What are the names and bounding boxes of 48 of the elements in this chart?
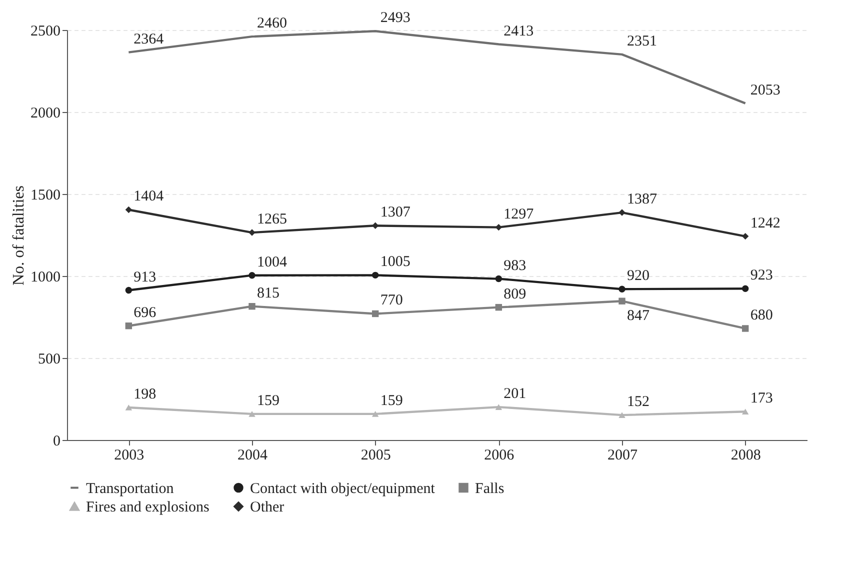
data-label: 920 (627, 268, 650, 284)
data-label: 1404 (134, 188, 164, 205)
legend-label: Fires and explosions (86, 500, 210, 516)
data-label: 696 (134, 304, 157, 321)
x-tick-label: 2006 (484, 448, 515, 464)
data-label: 770 (380, 292, 403, 309)
data-label: 913 (134, 269, 156, 286)
x-tick-label: 2008 (730, 448, 761, 464)
y-axis-title: No. of fatalities (10, 186, 28, 286)
data-label: 1307 (380, 204, 411, 221)
data-label: 680 (750, 307, 773, 324)
data-label: 173 (750, 390, 773, 407)
y-tick-label: 0 (53, 434, 60, 450)
data-label: 201 (504, 386, 526, 402)
x-tick-label: 2004 (238, 448, 268, 464)
legend-label: Contact with object/equipment (250, 480, 436, 497)
y-tick-label: 500 (38, 352, 60, 368)
data-label: 2053 (750, 82, 780, 98)
data-label: 847 (627, 308, 650, 324)
data-label: 159 (257, 392, 280, 409)
data-label: 152 (627, 394, 650, 410)
data-label: 159 (380, 392, 403, 409)
x-tick-label: 2007 (608, 448, 638, 464)
data-label: 1387 (627, 192, 658, 208)
data-label: 2351 (627, 33, 657, 50)
data-label: 923 (750, 268, 773, 284)
data-label: 1005 (380, 254, 410, 270)
data-label: 198 (134, 386, 156, 403)
data-label: 1242 (750, 215, 780, 232)
x-tick-label: 2005 (360, 448, 391, 464)
data-label: 1004 (257, 254, 288, 270)
data-label: 809 (504, 286, 526, 302)
x-tick-label: 2003 (114, 448, 144, 464)
legend-label: Other (250, 500, 284, 516)
legend-label: Transportation (86, 480, 174, 497)
y-tick-label: 2000 (30, 106, 60, 122)
data-label: 2460 (257, 16, 287, 32)
y-tick-label: 2500 (30, 24, 60, 40)
data-label: 2493 (380, 10, 410, 26)
y-tick-label: 1500 (30, 188, 60, 204)
data-label: 1265 (257, 212, 287, 228)
y-tick-label: 1000 (30, 270, 60, 286)
data-label: 815 (257, 285, 280, 302)
data-label: 983 (504, 258, 526, 274)
data-label: 2413 (504, 23, 534, 40)
legend-label: Falls (475, 480, 504, 497)
data-label: 1297 (504, 206, 534, 222)
data-label: 2364 (134, 31, 164, 48)
